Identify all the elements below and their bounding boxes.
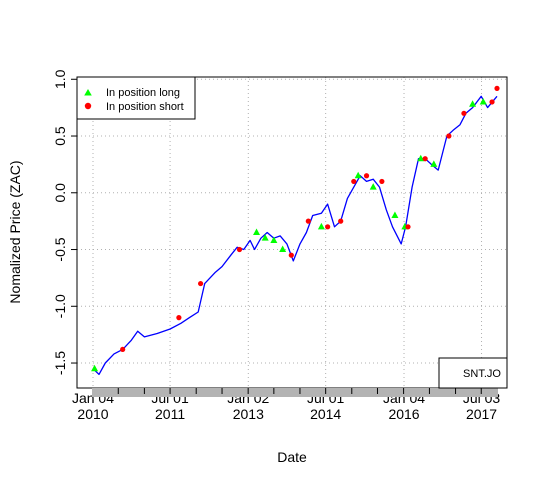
legend-long-marker xyxy=(84,89,92,96)
legend-long-label: In position long xyxy=(106,87,180,99)
x-axis-title: Date xyxy=(277,449,307,465)
price-series-line xyxy=(92,95,498,376)
y-tick-label: -1.5 xyxy=(52,351,68,375)
long-position-marker xyxy=(279,245,287,253)
x-tick-label-year: 2017 xyxy=(466,406,497,422)
short-position-marker xyxy=(379,178,385,185)
long-position-marker xyxy=(430,160,438,167)
y-tick-label: 1.0 xyxy=(52,69,68,89)
long-position-marker xyxy=(91,364,99,372)
long-position-marker xyxy=(253,228,261,235)
short-position-marker xyxy=(461,110,467,116)
long-position-marker xyxy=(354,171,362,179)
short-position-marker xyxy=(338,218,344,224)
short-position-marker xyxy=(422,156,428,162)
short-position-marker xyxy=(446,133,452,139)
legend-box xyxy=(76,76,196,120)
y-tick-label: 0.5 xyxy=(52,126,68,146)
short-position-marker xyxy=(363,173,370,179)
long-position-marker xyxy=(417,154,425,162)
long-position-marker xyxy=(479,97,487,105)
long-position-marker xyxy=(469,100,477,107)
short-position-marker xyxy=(405,224,411,230)
symbol-box-frame xyxy=(438,357,508,389)
x-tick-label-year: 2014 xyxy=(310,406,341,422)
short-position-marker xyxy=(494,85,500,91)
short-position-marker xyxy=(198,280,204,287)
y-axis-title: Nomalized Price (ZAC) xyxy=(7,160,23,303)
long-position-marker xyxy=(369,183,377,190)
short-position-marker xyxy=(325,224,331,230)
short-position-marker xyxy=(351,178,357,185)
x-tick-label-year: 2011 xyxy=(155,406,185,422)
x-tick-label-year: 2013 xyxy=(233,406,264,422)
long-position-marker xyxy=(391,211,399,218)
x-tick-label-year: 2010 xyxy=(77,406,108,422)
series-layer xyxy=(92,95,498,376)
short-position-marker xyxy=(288,252,294,258)
legend-short-marker xyxy=(84,102,92,110)
short-position-marker xyxy=(305,218,311,224)
long-position-marker xyxy=(317,222,325,230)
time-bar xyxy=(92,388,498,397)
marker-layer xyxy=(91,85,500,372)
legend-short-label: In position short xyxy=(106,101,184,113)
y-tick-label: -1.0 xyxy=(52,294,68,318)
short-position-marker xyxy=(489,99,495,105)
y-tick-label: 0.0 xyxy=(52,183,68,203)
symbol-box: SNT.JO xyxy=(438,357,508,389)
short-position-marker xyxy=(236,246,243,253)
legend: In position long In position short xyxy=(76,76,196,120)
symbol-label: SNT.JO xyxy=(463,368,501,380)
long-position-marker xyxy=(261,234,269,241)
long-position-marker xyxy=(270,236,278,243)
short-position-marker xyxy=(120,346,126,353)
y-tick-label: -0.5 xyxy=(52,237,68,261)
short-position-marker xyxy=(176,315,182,321)
x-tick-label-year: 2016 xyxy=(388,406,419,422)
